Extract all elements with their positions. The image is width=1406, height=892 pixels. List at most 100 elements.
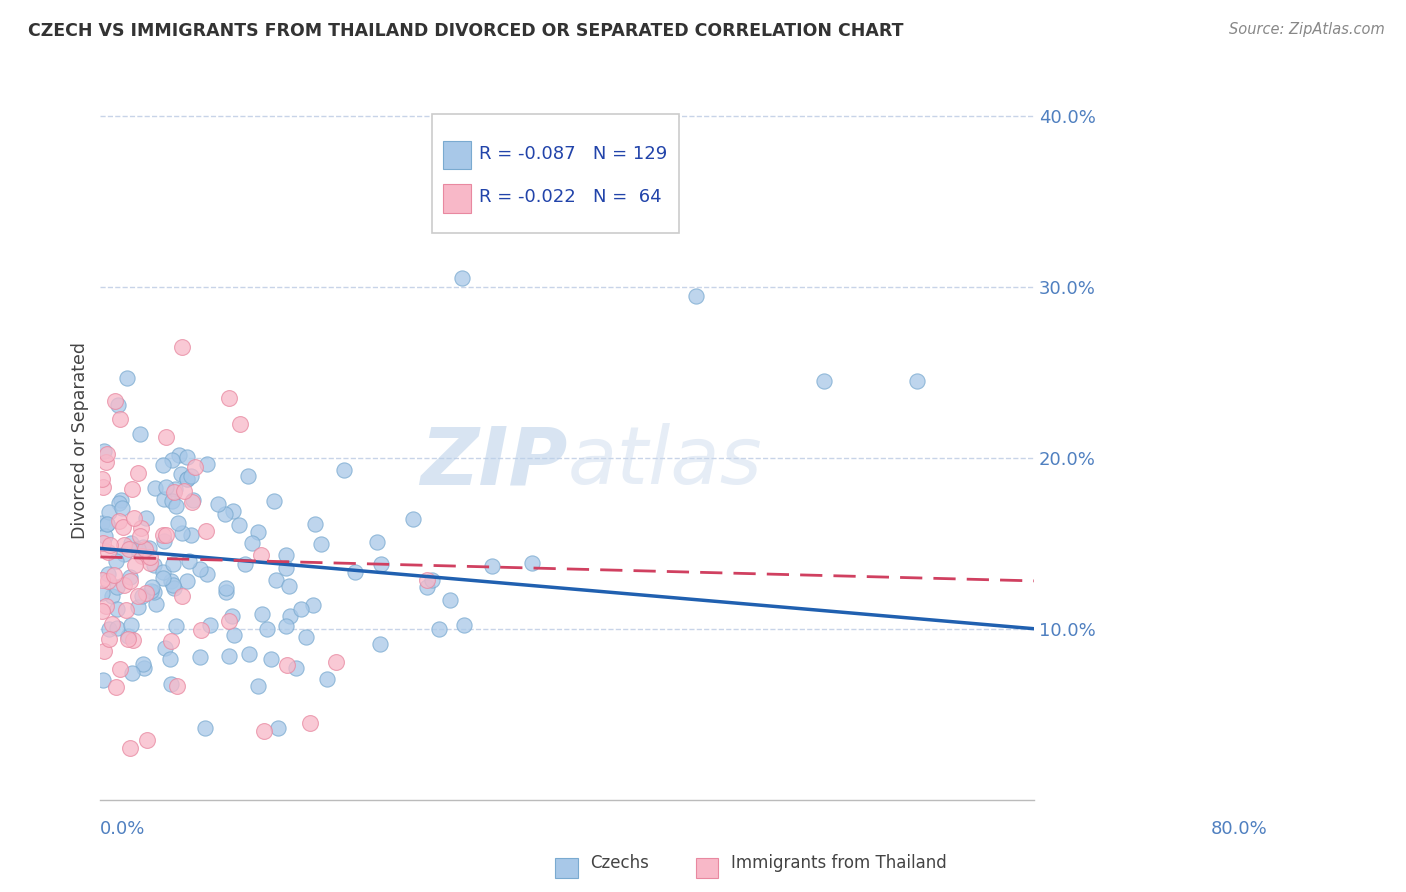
Point xyxy=(139,556,162,570)
Point xyxy=(233,557,256,571)
Point xyxy=(90,586,112,600)
Point xyxy=(120,741,142,756)
Point xyxy=(229,417,252,431)
Point xyxy=(167,448,190,462)
Point xyxy=(181,495,204,509)
Point xyxy=(165,499,187,513)
FancyBboxPatch shape xyxy=(432,114,679,233)
Point xyxy=(907,374,929,388)
Point xyxy=(162,494,184,508)
FancyBboxPatch shape xyxy=(443,141,471,169)
Point xyxy=(98,537,121,551)
Point xyxy=(366,534,388,549)
Point xyxy=(112,538,135,552)
Point xyxy=(264,573,287,587)
Point xyxy=(118,541,141,556)
Point xyxy=(129,521,152,535)
Point xyxy=(162,557,184,571)
Point xyxy=(101,617,124,632)
Text: R = -0.022   N =  64: R = -0.022 N = 64 xyxy=(478,187,661,206)
Point xyxy=(112,578,135,592)
Point xyxy=(252,607,274,621)
Point xyxy=(170,340,193,354)
Point xyxy=(170,590,193,604)
Point xyxy=(132,657,155,672)
Point xyxy=(153,491,176,506)
Point xyxy=(120,617,142,632)
Point xyxy=(138,541,160,556)
Point xyxy=(155,528,177,542)
Point xyxy=(170,526,193,541)
Point xyxy=(260,652,283,666)
Point xyxy=(124,558,146,573)
Point xyxy=(94,529,117,543)
Point xyxy=(141,583,163,598)
Point xyxy=(107,398,129,412)
Point xyxy=(105,621,128,635)
Point xyxy=(427,623,450,637)
Point xyxy=(247,525,270,540)
Point xyxy=(152,458,174,472)
Text: 0.0%: 0.0% xyxy=(100,820,146,838)
Point xyxy=(121,665,143,680)
Point xyxy=(439,593,461,607)
Point xyxy=(416,573,439,587)
Point xyxy=(108,662,131,676)
Point xyxy=(100,589,122,603)
Point xyxy=(416,581,439,595)
Point xyxy=(325,655,347,669)
Point xyxy=(153,534,176,549)
Point xyxy=(142,585,165,599)
Point xyxy=(195,524,218,538)
Point xyxy=(111,501,134,516)
Point xyxy=(299,715,322,730)
Point xyxy=(117,632,139,647)
Point xyxy=(295,630,318,644)
Point xyxy=(97,505,120,519)
Point xyxy=(332,463,354,477)
Point xyxy=(181,492,204,507)
Point xyxy=(453,618,475,632)
Point xyxy=(316,672,339,686)
Point xyxy=(131,549,153,563)
Point xyxy=(236,469,259,483)
Point xyxy=(96,516,118,531)
Point xyxy=(127,467,149,481)
Point xyxy=(96,447,118,461)
Point xyxy=(118,570,141,584)
Point xyxy=(143,481,166,495)
Point xyxy=(162,578,184,592)
Point xyxy=(207,497,229,511)
Text: atlas: atlas xyxy=(567,424,762,501)
Point xyxy=(238,647,260,661)
Point xyxy=(163,485,186,500)
Point xyxy=(98,632,121,647)
Point xyxy=(451,271,474,285)
Point xyxy=(188,562,211,576)
Point xyxy=(122,511,145,525)
Point xyxy=(90,472,112,486)
Point xyxy=(90,516,112,531)
Point xyxy=(127,589,149,603)
Point xyxy=(91,536,114,550)
Point xyxy=(94,455,117,469)
Point xyxy=(280,609,302,624)
Point xyxy=(344,566,367,580)
Point xyxy=(249,548,271,562)
Point xyxy=(166,679,188,693)
Point xyxy=(176,574,198,588)
Point xyxy=(188,649,211,664)
Text: Source: ZipAtlas.com: Source: ZipAtlas.com xyxy=(1229,22,1385,37)
Point xyxy=(122,633,145,648)
Point xyxy=(112,520,135,534)
Point xyxy=(127,600,149,615)
Point xyxy=(276,549,298,563)
Point xyxy=(813,374,835,388)
Point xyxy=(304,516,326,531)
Point xyxy=(159,574,181,588)
Point xyxy=(165,619,187,633)
Point xyxy=(276,619,298,633)
Point xyxy=(163,582,186,596)
Point xyxy=(218,648,240,663)
Text: ZIP: ZIP xyxy=(420,424,567,501)
